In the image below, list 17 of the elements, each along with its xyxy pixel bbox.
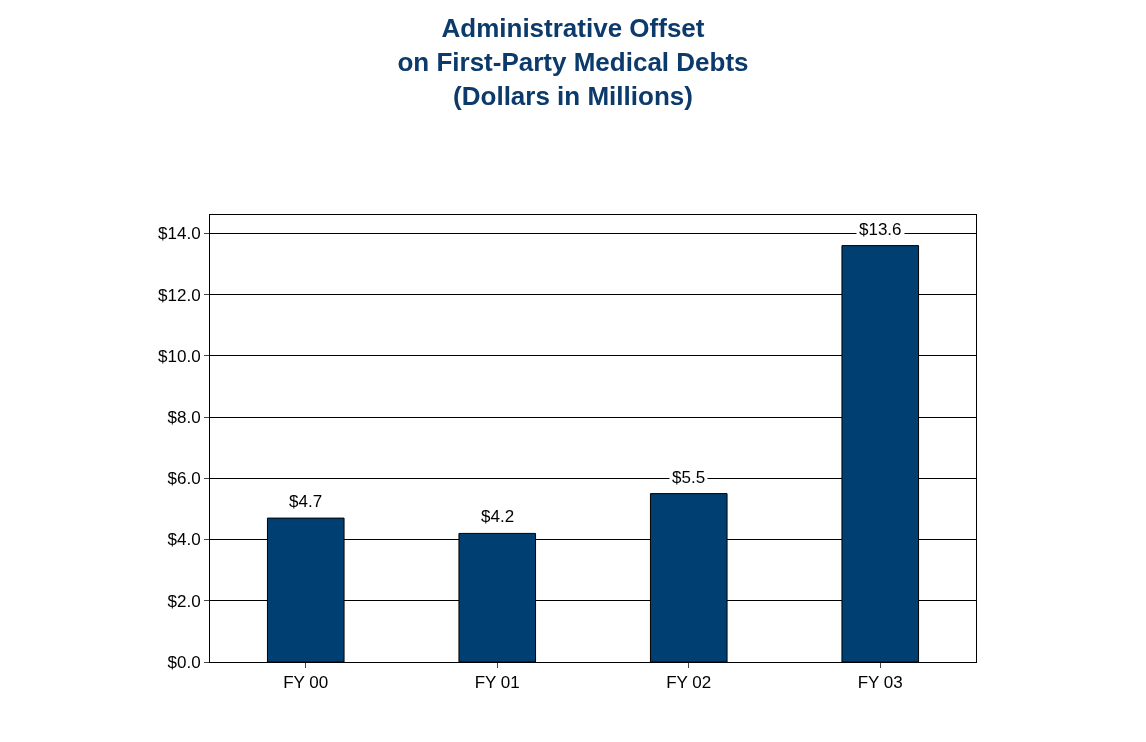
- y-tick-label: $8.0: [167, 408, 201, 428]
- y-tick-label: $6.0: [167, 469, 201, 489]
- x-tick-label: FY 01: [474, 673, 520, 693]
- x-tick-label: FY 03: [857, 673, 903, 693]
- x-tick-label: FY 00: [283, 673, 329, 693]
- data-label: $4.7: [289, 492, 323, 511]
- data-label: $4.2: [481, 507, 515, 526]
- y-tick-label: $10.0: [158, 346, 201, 366]
- y-tick-label: $12.0: [158, 285, 201, 305]
- data-label: $13.6: [859, 220, 902, 239]
- y-tick-label: $2.0: [167, 591, 201, 611]
- y-tick-label: $14.0: [158, 224, 201, 244]
- x-tick-label: FY 02: [666, 673, 712, 693]
- y-tick-label: $4.0: [167, 530, 201, 550]
- chart-title: Administrative Offset on First-Party Medical Debts (Dollars in Millions): [397, 13, 749, 111]
- y-tick-label: $0.0: [167, 652, 201, 672]
- data-label: $5.5: [672, 468, 706, 487]
